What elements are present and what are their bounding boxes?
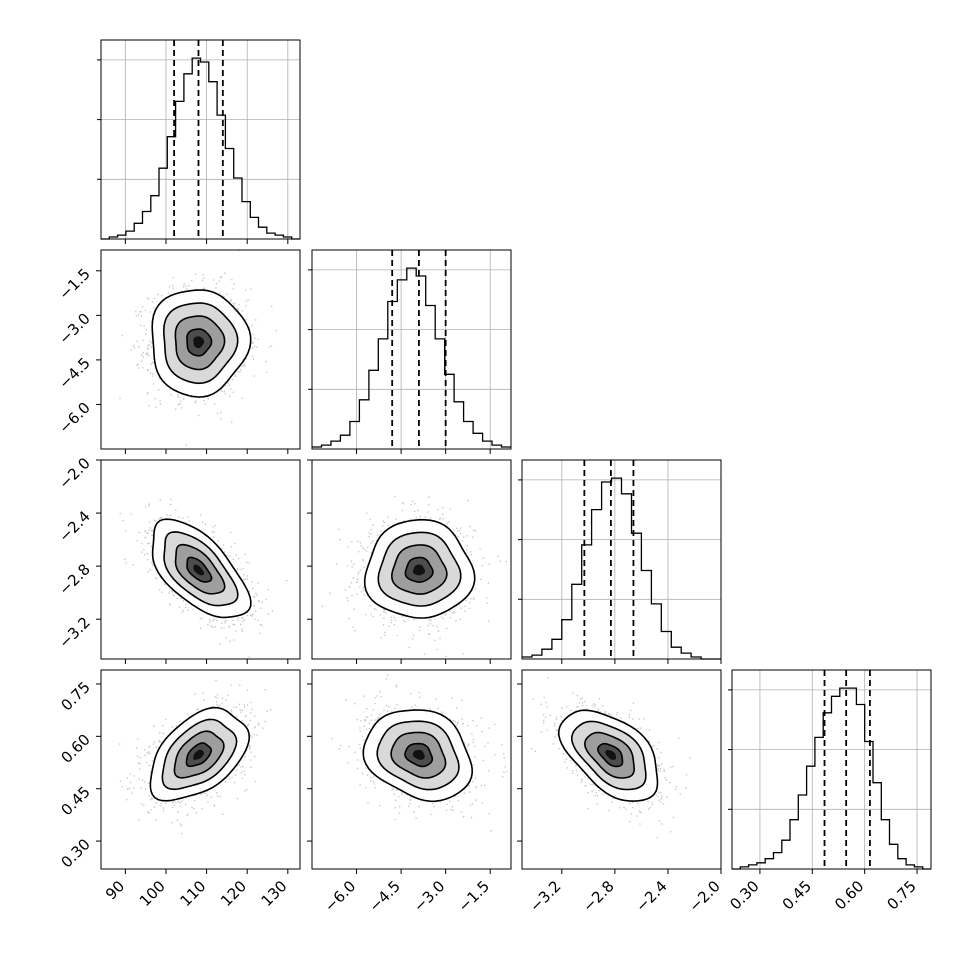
panel-frame xyxy=(731,669,932,870)
x-tick-label: −2.8 xyxy=(579,877,617,915)
histogram-step-2 xyxy=(522,477,721,660)
hist-panel-bg-1 xyxy=(312,250,511,449)
panel-frame xyxy=(311,249,512,450)
y-tick-label: −4.5 xyxy=(55,354,93,392)
density-fill-4 xyxy=(413,564,426,576)
density-fill-4 xyxy=(193,564,205,576)
histogram-step-1 xyxy=(312,267,511,448)
y-tick-label: −3.0 xyxy=(55,309,93,347)
contour-line-2 xyxy=(377,531,462,607)
y-tick-label: 0.45 xyxy=(57,783,93,819)
contour-line-0 xyxy=(404,556,434,583)
contour-line-3 xyxy=(149,706,251,802)
x-tick-label: 100 xyxy=(136,877,169,910)
y-tick-label: −1.5 xyxy=(55,265,93,303)
contour-line-3 xyxy=(558,709,659,802)
y-tick-label: −3.2 xyxy=(55,613,93,651)
panel-frame xyxy=(100,459,301,660)
x-tick-label: 130 xyxy=(258,877,291,910)
x-tick-label: −6.0 xyxy=(321,877,359,915)
x-tick-label: −3.0 xyxy=(410,877,448,915)
density-fill-4 xyxy=(605,749,616,760)
contour-line-0 xyxy=(404,742,434,768)
y-tick-label: −2.4 xyxy=(55,507,93,545)
contour-line-2 xyxy=(163,531,239,607)
contour-line-1 xyxy=(174,543,226,595)
panel-frame xyxy=(100,669,301,870)
contour-line-0 xyxy=(186,556,213,583)
contour-line-1 xyxy=(584,731,636,779)
contour-line-1 xyxy=(390,544,448,595)
y-tick-label: 0.75 xyxy=(57,678,93,714)
y-tick-label: −2.0 xyxy=(55,454,93,492)
x-tick-label: 0.60 xyxy=(831,877,867,913)
density-fill-4 xyxy=(193,749,205,760)
histogram-step-0 xyxy=(101,57,300,240)
x-tick-label: −2.0 xyxy=(685,877,723,915)
x-tick-label: −4.5 xyxy=(365,877,403,915)
contour-line-1 xyxy=(173,730,225,779)
hist-panel-bg-0 xyxy=(101,40,300,239)
panel-frame xyxy=(100,39,301,240)
x-tick-label: −3.2 xyxy=(526,877,564,915)
contour-line-3 xyxy=(151,518,252,619)
y-tick-label: 0.30 xyxy=(57,835,93,871)
panel-frame xyxy=(521,669,722,870)
panel-frame xyxy=(311,459,512,660)
y-tick-label: −6.0 xyxy=(55,399,93,437)
x-tick-label: −1.5 xyxy=(455,877,493,915)
density-fill-4 xyxy=(412,749,425,760)
density-fill-4 xyxy=(193,336,205,349)
x-tick-label: 110 xyxy=(176,877,209,910)
contour-line-1 xyxy=(174,315,226,371)
contour-line-2 xyxy=(161,718,238,791)
y-tick-label: 0.60 xyxy=(57,730,93,766)
y-tick-label: −2.8 xyxy=(55,560,93,598)
contour-line-1 xyxy=(390,731,447,779)
contour-line-2 xyxy=(571,720,647,791)
panel-frame xyxy=(100,249,301,450)
contour-line-2 xyxy=(162,302,239,385)
x-tick-label: 90 xyxy=(102,877,128,903)
contour-line-2 xyxy=(376,720,460,791)
contour-line-0 xyxy=(597,742,624,768)
x-tick-label: 0.30 xyxy=(726,877,762,913)
panel-frame xyxy=(521,459,722,660)
histogram-step-3 xyxy=(732,687,931,870)
x-tick-label: 120 xyxy=(217,877,250,910)
x-tick-label: 0.75 xyxy=(884,877,920,913)
x-tick-label: 0.45 xyxy=(779,877,815,913)
contour-line-3 xyxy=(362,709,474,803)
contour-line-0 xyxy=(185,742,213,768)
contour-line-3 xyxy=(151,289,252,398)
contour-line-3 xyxy=(363,519,476,619)
panel-frame xyxy=(311,669,512,870)
contour-line-0 xyxy=(186,328,213,357)
x-tick-label: −2.4 xyxy=(632,877,670,915)
